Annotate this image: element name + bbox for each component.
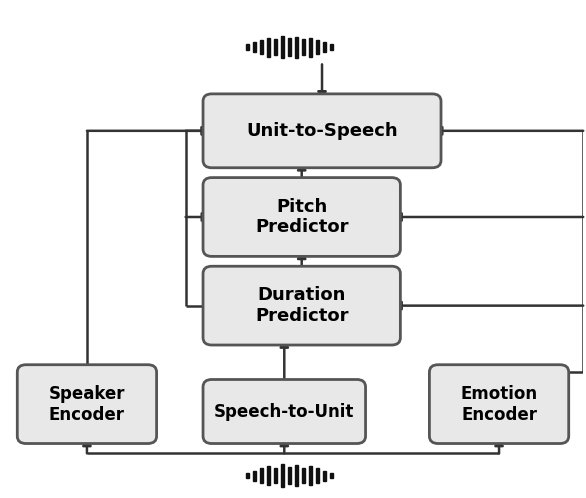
Text: Speech-to-Unit: Speech-to-Unit [214, 402, 355, 420]
FancyBboxPatch shape [203, 178, 400, 256]
Bar [267, 466, 270, 485]
Bar [281, 36, 284, 58]
Bar [260, 468, 263, 483]
Bar [274, 468, 277, 483]
FancyBboxPatch shape [430, 365, 568, 444]
FancyBboxPatch shape [18, 365, 156, 444]
Bar [295, 465, 298, 486]
FancyBboxPatch shape [203, 379, 366, 444]
Bar [246, 44, 249, 50]
Bar [330, 473, 333, 478]
FancyBboxPatch shape [203, 94, 441, 168]
Text: Speaker
Encoder: Speaker Encoder [49, 385, 125, 423]
Bar [316, 40, 319, 54]
Bar [288, 467, 291, 485]
Text: Emotion
Encoder: Emotion Encoder [461, 385, 537, 423]
FancyBboxPatch shape [203, 266, 400, 345]
Bar [302, 39, 305, 55]
Bar [309, 466, 312, 485]
Bar [260, 40, 263, 54]
Bar [288, 38, 291, 56]
Bar [309, 38, 312, 56]
Text: Unit-to-Speech: Unit-to-Speech [246, 122, 398, 140]
Bar [316, 468, 319, 483]
Bar [267, 38, 270, 56]
Bar [295, 36, 298, 58]
Text: Duration
Predictor: Duration Predictor [255, 286, 349, 325]
Bar [330, 44, 333, 50]
Bar [274, 39, 277, 55]
Bar [302, 468, 305, 483]
Bar [323, 42, 326, 52]
Text: Pitch
Predictor: Pitch Predictor [255, 198, 349, 237]
Bar [323, 471, 326, 481]
Bar [253, 42, 256, 52]
Bar [253, 471, 256, 481]
Bar [246, 473, 249, 478]
Bar [281, 465, 284, 487]
